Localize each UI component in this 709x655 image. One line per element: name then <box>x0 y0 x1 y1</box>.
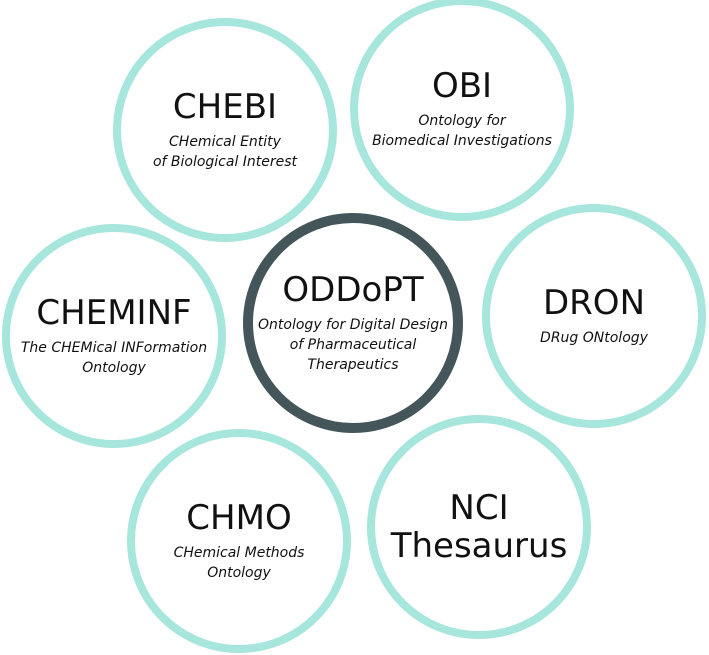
abbreviation-line: NCI <box>449 487 509 528</box>
ontology-node-cheminf: CHEMINF The CHEMical INFormation Ontology <box>2 224 226 448</box>
full-name-line: Ontology for Digital Design <box>258 317 448 334</box>
full-name-line: Ontology <box>82 360 146 377</box>
ontology-node-obi: OBI Ontology for Biomedical Investigations <box>350 0 574 221</box>
abbreviation-line: CHEBI <box>172 86 278 127</box>
ontology-abbreviation: CHMO <box>186 499 291 537</box>
full-name-line: CHemical Methods <box>173 545 305 562</box>
ontology-full-name: CHemical Methods Ontology <box>174 543 305 583</box>
ontology-abbreviation: CHEBI <box>173 88 277 126</box>
abbreviation-line: ODDoPT <box>282 269 424 310</box>
ontology-full-name: Ontology for Biomedical Investigations <box>372 111 552 151</box>
abbreviation-line: CHEMINF <box>36 292 192 333</box>
abbreviation-line: DRON <box>543 282 645 323</box>
full-name-line: of Biological Interest <box>152 154 298 171</box>
full-name-line: The CHEMical INFormation <box>20 340 208 357</box>
ontology-full-name: The CHEMical INFormation Ontology <box>21 338 207 378</box>
ontology-full-name: Ontology for Digital Design of Pharmaceut… <box>258 315 448 375</box>
ontology-abbreviation: NCI Thesaurus <box>391 489 568 565</box>
ontology-abbreviation: OBI <box>432 67 492 105</box>
ontology-full-name: CHemical Entity of Biological Interest <box>153 132 297 172</box>
abbreviation-line: OBI <box>431 65 493 106</box>
full-name-line: DRug ONtology <box>540 330 648 347</box>
ontology-node-oddopt: ODDoPT Ontology for Digital Design of Phar… <box>243 213 463 433</box>
full-name-line: CHemical Entity <box>169 134 281 151</box>
ontology-abbreviation: ODDoPT <box>282 271 423 309</box>
full-name-line: Ontology <box>207 565 271 582</box>
full-name-line: of Pharmaceutical <box>289 337 417 354</box>
ontology-abbreviation: DRON <box>543 284 645 322</box>
ontology-node-chmo: CHMO CHemical Methods Ontology <box>127 429 351 653</box>
ontology-abbreviation: CHEMINF <box>36 294 191 332</box>
ontology-full-name: DRug ONtology <box>540 328 648 348</box>
ontology-node-dron: DRON DRug ONtology <box>482 204 706 428</box>
abbreviation-line: CHMO <box>186 497 292 538</box>
abbreviation-line: Thesaurus <box>390 526 568 566</box>
ontology-node-nci: NCI Thesaurus <box>367 415 591 639</box>
ontology-node-chebi: CHEBI CHemical Entity of Biological Intere… <box>113 18 337 242</box>
full-name-line: Ontology for <box>418 113 506 130</box>
full-name-line: Therapeutics <box>307 357 399 374</box>
full-name-line: Biomedical Investigations <box>372 133 552 150</box>
